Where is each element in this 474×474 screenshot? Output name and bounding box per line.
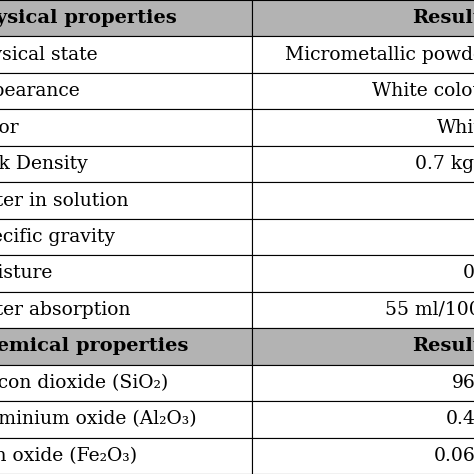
Text: Chemical properties: Chemical properties	[0, 337, 188, 356]
Bar	[252, 365, 474, 401]
Bar	[0, 328, 252, 365]
Text: 96%: 96%	[451, 374, 474, 392]
Text: Results: Results	[412, 337, 474, 356]
Bar	[252, 219, 474, 255]
Text: Aluminium oxide (Al₂O₃): Aluminium oxide (Al₂O₃)	[0, 410, 196, 428]
Bar	[252, 73, 474, 109]
Text: 55 ml/100g: 55 ml/100g	[385, 301, 474, 319]
Bar	[252, 146, 474, 182]
Text: White colour: White colour	[372, 82, 474, 100]
Text: Appearance: Appearance	[0, 82, 80, 100]
Bar	[0, 182, 252, 219]
Bar	[252, 328, 474, 365]
Text: 0.7 kg/L: 0.7 kg/L	[415, 155, 474, 173]
Bar	[252, 401, 474, 438]
Text: 0%: 0%	[463, 264, 474, 283]
Bar	[0, 219, 252, 255]
Bar	[252, 36, 474, 73]
Bar	[0, 255, 252, 292]
Bar	[0, 0, 252, 36]
Bar	[0, 109, 252, 146]
Text: 0.4%: 0.4%	[446, 410, 474, 428]
Bar	[252, 255, 474, 292]
Text: Micrometallic powder: Micrometallic powder	[285, 46, 474, 64]
Text: Iron oxide (Fe₂O₃): Iron oxide (Fe₂O₃)	[0, 447, 137, 465]
Text: Bulk Density: Bulk Density	[0, 155, 88, 173]
Text: 0.06%: 0.06%	[433, 447, 474, 465]
Text: Color: Color	[0, 118, 18, 137]
Text: Water in solution: Water in solution	[0, 191, 128, 210]
Text: Specific gravity: Specific gravity	[0, 228, 115, 246]
Bar	[0, 146, 252, 182]
Bar	[0, 36, 252, 73]
Bar	[0, 438, 252, 474]
Bar	[0, 401, 252, 438]
Bar	[0, 73, 252, 109]
Bar	[252, 109, 474, 146]
Bar	[252, 0, 474, 36]
Text: Physical properties: Physical properties	[0, 9, 177, 27]
Text: Silicon dioxide (SiO₂): Silicon dioxide (SiO₂)	[0, 374, 168, 392]
Text: White: White	[437, 118, 474, 137]
Bar	[252, 182, 474, 219]
Text: Water absorption: Water absorption	[0, 301, 130, 319]
Text: Moisture: Moisture	[0, 264, 52, 283]
Bar	[0, 365, 252, 401]
Text: Physical state: Physical state	[0, 46, 98, 64]
Bar	[252, 438, 474, 474]
Bar	[252, 292, 474, 328]
Text: Results: Results	[412, 9, 474, 27]
Bar	[0, 292, 252, 328]
